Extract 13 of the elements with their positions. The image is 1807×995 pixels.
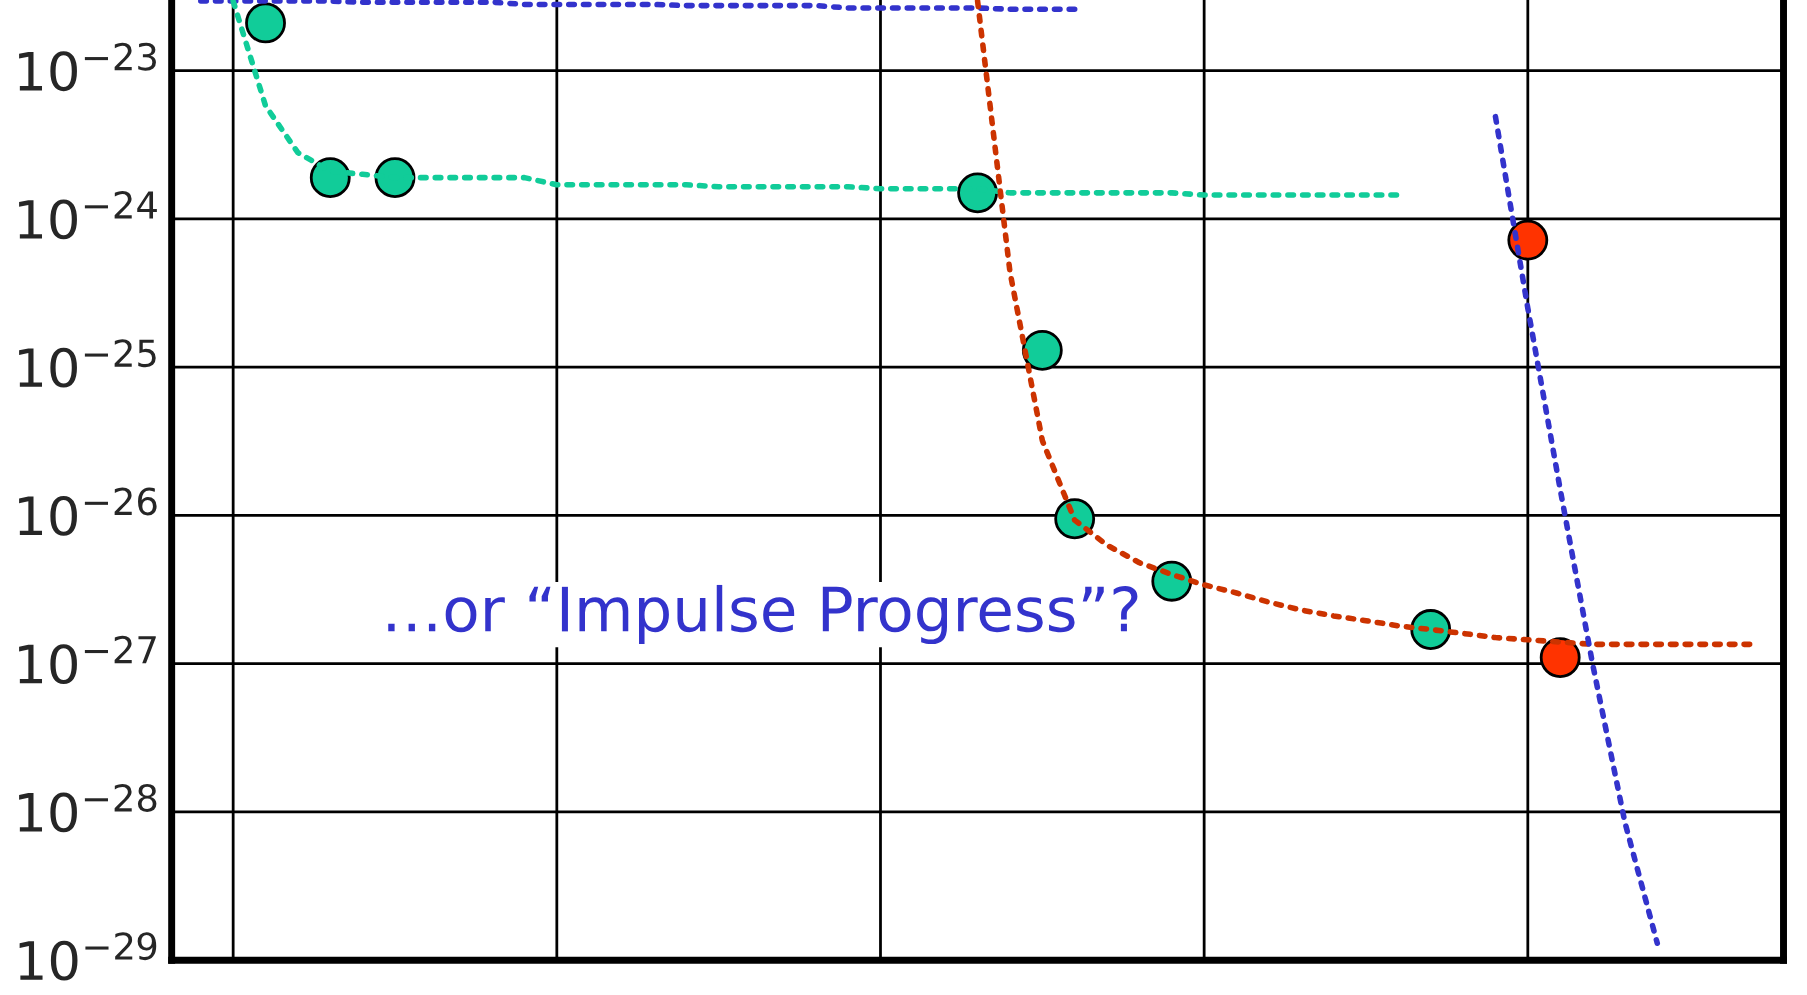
y-tick-label: 10$^{−28}$ bbox=[19, 783, 157, 833]
point bbox=[309, 157, 351, 199]
point bbox=[1507, 219, 1549, 261]
y-tick-label: 10$^{−23}$ bbox=[19, 42, 156, 92]
annotation: …or “Impulse Progress”? bbox=[388, 584, 1138, 645]
y-tick-label: 10$^{−25}$ bbox=[19, 339, 156, 388]
y-tick-label: 10$^{−24}$ bbox=[19, 190, 157, 240]
y-tick-label: 10$^{−29}$ bbox=[19, 932, 157, 981]
point bbox=[1539, 637, 1581, 678]
point bbox=[245, 2, 286, 44]
y-tick-label: 10$^{−26}$ bbox=[19, 487, 157, 536]
point bbox=[1021, 329, 1063, 371]
y-tick-label: 10$^{−27}$ bbox=[19, 635, 156, 685]
